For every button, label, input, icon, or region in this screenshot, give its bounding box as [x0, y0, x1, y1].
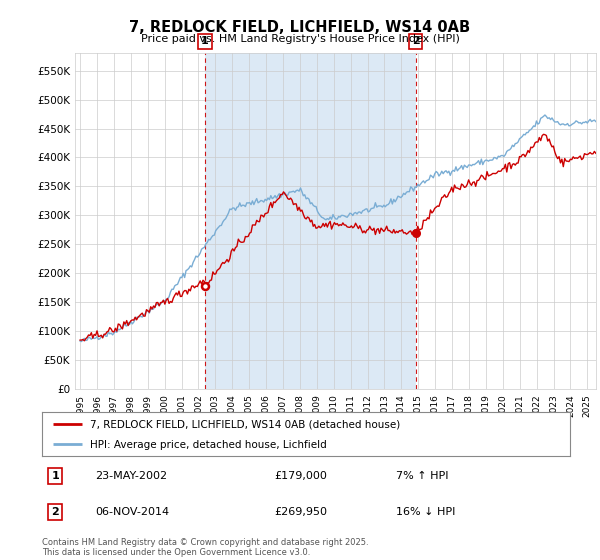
Text: 1: 1 [201, 36, 209, 46]
Text: Contains HM Land Registry data © Crown copyright and database right 2025.
This d: Contains HM Land Registry data © Crown c… [42, 538, 368, 557]
Bar [205, 53, 416, 389]
Text: HPI: Average price, detached house, Lichfield: HPI: Average price, detached house, Lich… [89, 440, 326, 450]
Text: 1: 1 [52, 471, 59, 481]
Text: 16% ↓ HPI: 16% ↓ HPI [396, 507, 455, 517]
Text: 06-NOV-2014: 06-NOV-2014 [95, 507, 169, 517]
Text: 23-MAY-2002: 23-MAY-2002 [95, 471, 167, 481]
Text: £269,950: £269,950 [274, 507, 328, 517]
Text: 2: 2 [412, 36, 419, 46]
Text: 7, REDLOCK FIELD, LICHFIELD, WS14 0AB: 7, REDLOCK FIELD, LICHFIELD, WS14 0AB [130, 20, 470, 35]
Text: £179,000: £179,000 [274, 471, 327, 481]
Text: 7% ↑ HPI: 7% ↑ HPI [396, 471, 448, 481]
Text: 2: 2 [52, 507, 59, 517]
Text: 7, REDLOCK FIELD, LICHFIELD, WS14 0AB (detached house): 7, REDLOCK FIELD, LICHFIELD, WS14 0AB (d… [89, 419, 400, 429]
Text: Price paid vs. HM Land Registry's House Price Index (HPI): Price paid vs. HM Land Registry's House … [140, 34, 460, 44]
